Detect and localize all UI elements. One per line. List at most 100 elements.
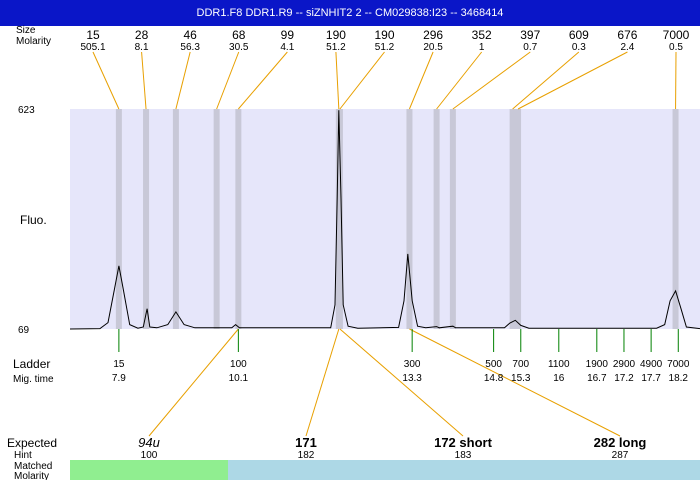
peak-band (509, 109, 516, 329)
molarity-row-label: Molarity (16, 36, 51, 47)
peak-size-label: 15 (86, 28, 100, 42)
molarity-bottom-row-label: Molarity (14, 471, 49, 480)
peak-molarity-label: 30.5 (229, 42, 249, 53)
peak-size-label: 676 (617, 28, 637, 42)
peak-molarity-label: 1 (479, 42, 485, 53)
peak-size-label: 296 (423, 28, 443, 42)
ladder-time-label: 18.2 (669, 373, 689, 384)
expected-label: 172 short (434, 435, 492, 450)
peak-molarity-label: 2.4 (620, 42, 634, 53)
ladder-size-label: 700 (512, 359, 529, 370)
peak-size-label: 190 (326, 28, 346, 42)
fluorescence-trace (69, 110, 700, 330)
ladder-size-label: 15 (113, 359, 125, 370)
expected-label: 282 long (594, 435, 647, 450)
hint-value: 287 (612, 450, 629, 461)
expected-label: 171 (295, 435, 317, 450)
peak-molarity-label: 0.5 (669, 42, 683, 53)
peak-band (449, 109, 456, 329)
peak-molarity-label: 56.3 (180, 42, 200, 53)
peak-size-label: 352 (472, 28, 492, 42)
ladder-time-label: 16 (553, 373, 565, 384)
peak-band (115, 109, 122, 329)
ladder-time-label: 13.3 (402, 373, 422, 384)
ladder-time-label: 14.8 (484, 373, 504, 384)
peak-molarity-label: 4.1 (280, 42, 294, 53)
matched-cell (542, 460, 700, 480)
peak-band (672, 109, 679, 329)
peak-molarity-label: 0.3 (572, 42, 586, 53)
mig-time-row-label: Mig. time (13, 374, 54, 385)
matched-cell (385, 460, 542, 480)
hint-row-label: Hint (14, 450, 32, 461)
ladder-time-label: 17.7 (641, 373, 661, 384)
expected-leader-line (409, 328, 621, 437)
y-tick-bottom: 69 (18, 325, 30, 336)
ladder-row-label: Ladder (13, 357, 50, 371)
ladder-size-label: 4900 (640, 359, 663, 370)
ladder-size-label: 100 (230, 359, 247, 370)
matched-row-label: Matched (14, 461, 52, 472)
ladder-time-label: 7.9 (112, 373, 126, 384)
peak-band (515, 109, 522, 329)
peak-band (143, 109, 150, 329)
peak-leader-line (92, 51, 120, 110)
peak-leader-line (141, 51, 147, 110)
ladder-size-label: 7000 (667, 359, 690, 370)
expected-row-label: Expected (7, 436, 57, 450)
peak-leader-line (335, 51, 340, 110)
hint-value: 183 (455, 450, 472, 461)
size-row-label: Size (16, 25, 36, 36)
ladder-time-label: 10.1 (229, 373, 249, 384)
peak-size-label: 190 (374, 28, 394, 42)
peak-band (433, 109, 440, 329)
peak-molarity-label: 51.2 (326, 42, 346, 53)
peak-size-label: 397 (520, 28, 540, 42)
ladder-size-label: 1100 (548, 359, 570, 370)
peak-molarity-label: 0.7 (523, 42, 537, 53)
peak-band (336, 109, 343, 329)
expected-leader-line (339, 328, 464, 437)
peak-band (406, 109, 413, 329)
peak-size-label: 68 (232, 28, 246, 42)
matched-cell (228, 460, 385, 480)
ladder-time-label: 17.2 (614, 373, 634, 384)
y-tick-top: 623 (18, 105, 35, 116)
ladder-size-label: 2900 (613, 359, 636, 370)
plot-area (70, 109, 700, 329)
expected-label: 94u (138, 435, 160, 450)
matched-cell (70, 460, 228, 480)
peak-leader-line (175, 51, 191, 110)
chart-title: DDR1.F8 DDR1.R9 -- siZNHIT2 2 -- CM02983… (0, 0, 700, 26)
peak-molarity-label: 51.2 (375, 42, 395, 53)
ladder-size-label: 300 (404, 359, 421, 370)
peak-leader-line (436, 51, 483, 110)
peak-band (172, 109, 179, 329)
ladder-size-label: 1900 (586, 359, 609, 370)
peak-band (213, 109, 220, 329)
peak-leader-line (452, 51, 531, 110)
peak-band (235, 109, 242, 329)
peak-size-label: 28 (135, 28, 149, 42)
peak-leader-line (339, 51, 385, 110)
peak-leader-line (237, 51, 288, 110)
expected-leader-line (305, 328, 340, 437)
hint-value: 100 (141, 450, 158, 461)
peak-molarity-label: 20.5 (423, 42, 443, 53)
ladder-time-label: 15.3 (511, 373, 531, 384)
peak-size-label: 7000 (663, 28, 690, 42)
y-axis-label: Fluo. (20, 213, 47, 227)
peak-leader-line (408, 51, 434, 110)
peak-size-label: 609 (569, 28, 589, 42)
hint-value: 182 (298, 450, 315, 461)
ladder-size-label: 500 (485, 359, 502, 370)
peak-size-label: 99 (281, 28, 295, 42)
peak-size-label: 46 (183, 28, 197, 42)
peak-leader-line (512, 51, 580, 110)
peak-leader-line (517, 51, 628, 110)
peak-leader-line (216, 51, 240, 110)
peak-molarity-label: 505.1 (80, 42, 105, 53)
peak-molarity-label: 8.1 (135, 42, 149, 53)
ladder-time-label: 16.7 (587, 373, 607, 384)
